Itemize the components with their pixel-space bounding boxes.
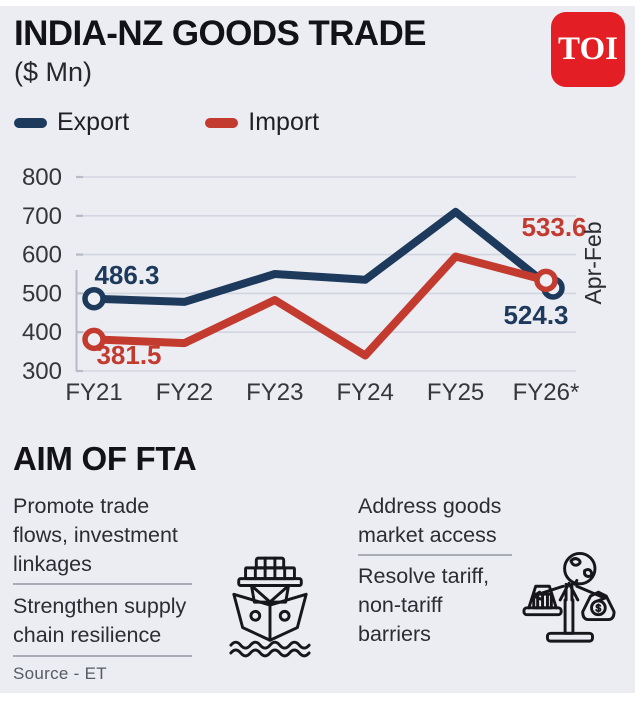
page-title: INDIA-NZ GOODS TRADE [14,14,426,53]
unit-label: ($ Mn) [14,57,93,87]
aim-item-promote-trade: Promote trade flows, investment linkages [13,492,178,579]
aim-line: Resolve tariff, [358,564,490,588]
import-swatch-icon [205,117,239,128]
data-label-import: 533.6 [521,212,586,242]
aim-line: barriers [358,622,431,646]
legend-item-import: Import [205,108,319,137]
y-tick-label: 500 [22,280,62,307]
x-tick-label: FY21 [65,379,122,406]
chart-legend: Export Import [14,108,319,137]
source-credit: Source - ET [13,664,107,683]
x-tick-label: FY22 [156,379,213,406]
legend-label-export: Export [57,108,130,136]
trade-balance-scale-icon: $ [522,551,616,643]
svg-text:$: $ [596,604,602,615]
divider [13,583,192,585]
toi-logo: TOI [551,12,625,87]
x-tick-label: FY23 [246,379,303,406]
import-marker [82,327,106,352]
x-tick-label: FY25 [427,379,484,406]
legend-item-export: Export [14,108,129,137]
aim-line: linkages [13,552,92,576]
infographic-card [0,6,635,693]
y-tick-label: 600 [22,242,62,269]
cargo-ship-icon [229,556,311,658]
import-line [90,252,550,360]
y-tick-label: 400 [22,319,62,346]
aim-item-tariff-barriers: Resolve tariff, non-tariff barriers [358,562,489,649]
aim-line: Address goods [358,494,502,518]
import-marker [534,268,558,293]
aim-item-market-access: Address goods market access [358,492,501,550]
legend-label-import: Import [248,108,320,136]
aim-line: Strengthen supply [13,594,187,618]
data-label-import: 381.5 [96,340,161,370]
y-tick-label: 800 [22,164,62,191]
data-label-export: 524.3 [503,300,568,330]
aim-line: flows, investment [13,523,178,547]
aim-line: chain resilience [13,623,162,647]
divider [358,554,512,556]
aim-item-supply-chain: Strengthen supply chain resilience [13,592,186,650]
aim-line: market access [358,523,497,547]
aim-section-heading: AIM OF FTA [13,440,197,477]
aim-line: non-tariff [358,593,443,617]
right-axis-note: Apr-Feb [580,221,606,304]
trade-line-chart: 300 400 500 600 700 800 FY21 FY22 FY23 FY24 FY25 FY… [22,164,606,406]
export-marker [82,286,106,311]
y-tick-label: 700 [22,203,62,230]
y-tick-label: 300 [22,358,62,385]
export-swatch-icon [14,117,47,128]
x-tick-label: FY24 [337,379,394,406]
export-line [90,207,550,306]
divider [13,655,192,657]
data-label-export: 486.3 [94,260,159,290]
aim-line: Promote trade [13,494,150,518]
x-tick-label: FY26* [513,379,580,406]
